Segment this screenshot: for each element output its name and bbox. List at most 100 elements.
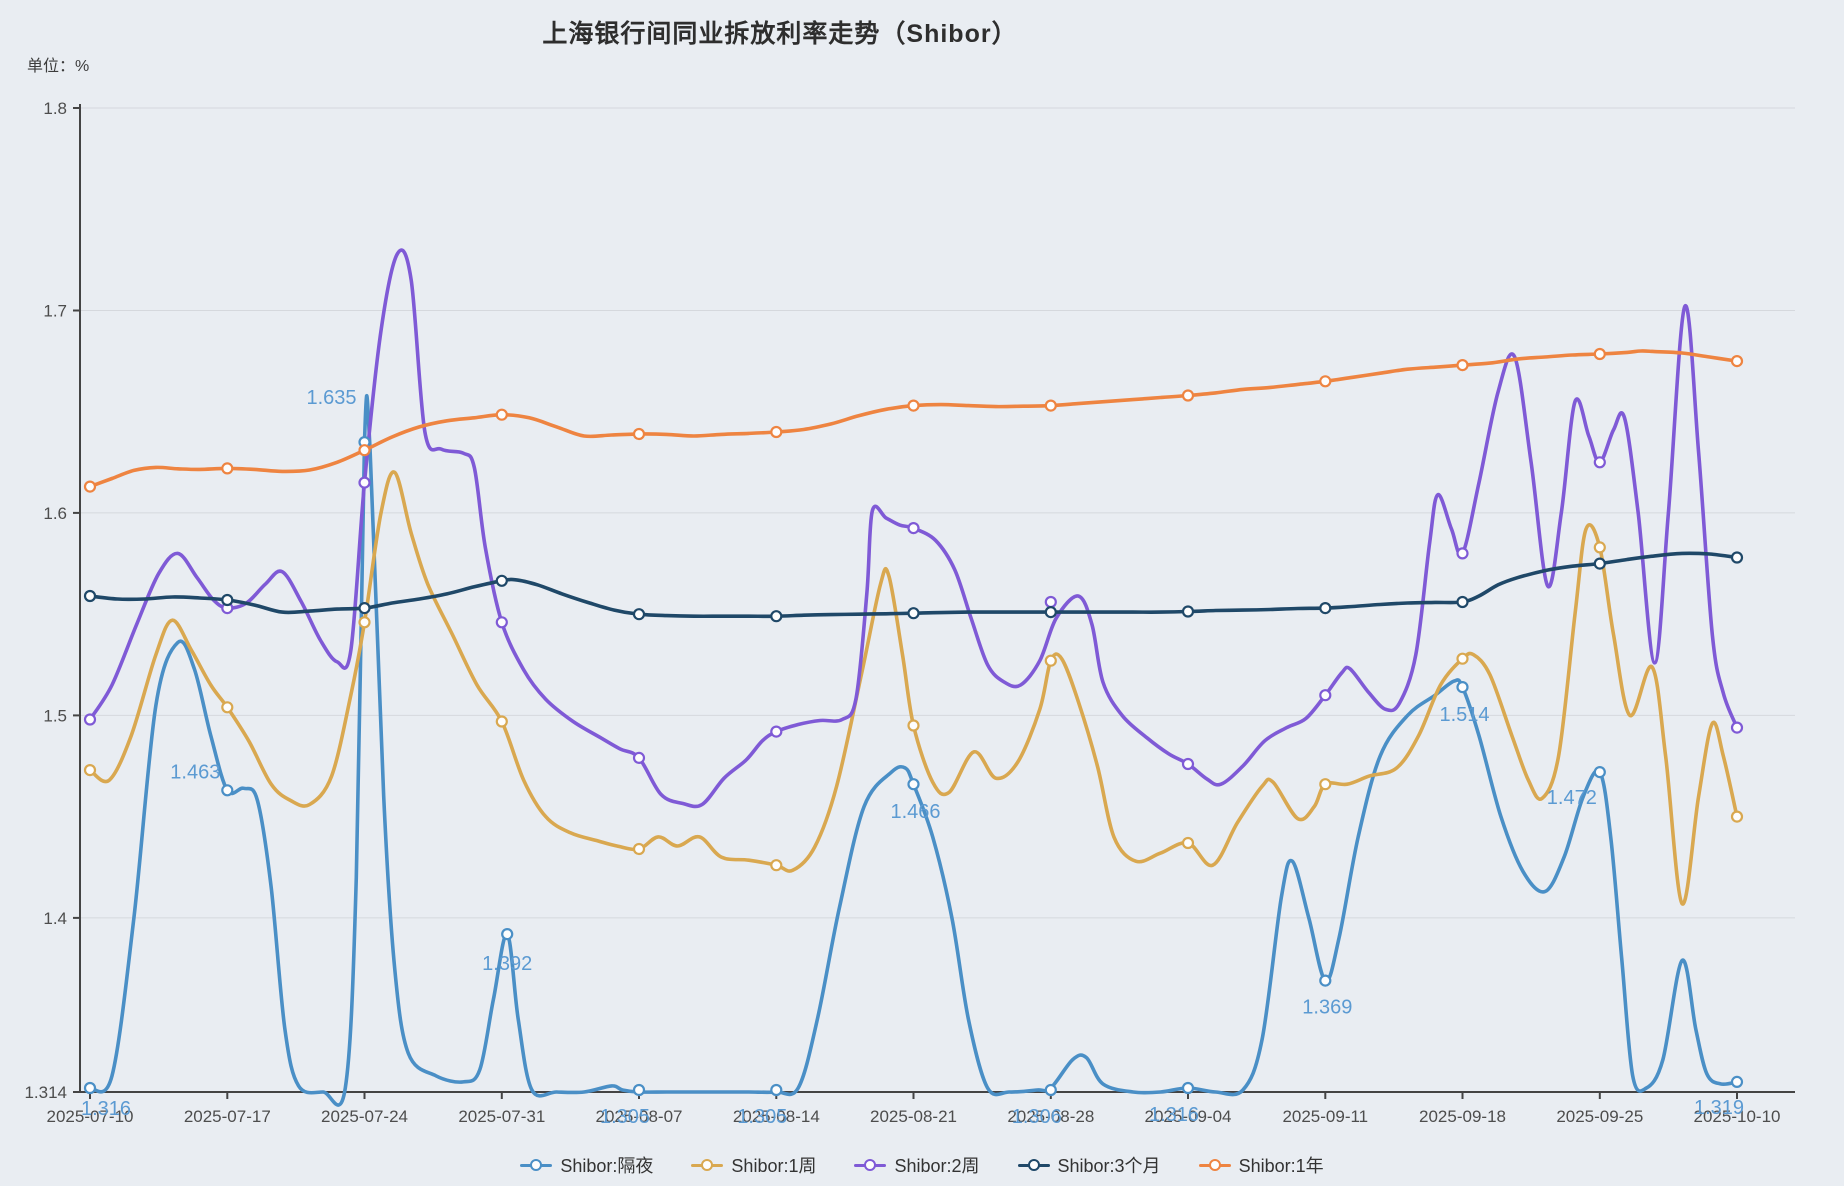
legend-item-Shibor:1年[interactable]: Shibor:1年: [1198, 1152, 1324, 1178]
value-label: 1.316: [1149, 1104, 1199, 1126]
series-marker-Shibor:3个月: [1319, 601, 1332, 615]
value-label: 1.472: [1547, 787, 1597, 809]
series-marker-Shibor:2周: [358, 476, 371, 489]
legend-label: Shibor:2周: [894, 1156, 980, 1176]
series-marker-Shibor:3个月: [1044, 605, 1057, 619]
legend-item-Shibor:隔夜[interactable]: Shibor:隔夜: [520, 1152, 653, 1178]
series-line-Shibor:1周: [88, 470, 1739, 906]
x-axis-label: 2025-07-31: [458, 1107, 545, 1126]
series-marker-Shibor:1年: [83, 480, 97, 493]
series-marker-Shibor:3个月: [495, 574, 508, 587]
legend-line-circle-icon: [1017, 1158, 1050, 1172]
chart-title: 上海银行间同业拆放利率走势（Shibor）: [542, 20, 1018, 48]
series-marker-Shibor:1年: [907, 399, 920, 412]
series-marker-Shibor:1周: [1319, 778, 1332, 791]
x-axis-label: 2025-10-10: [1694, 1107, 1781, 1126]
series-marker-Shibor:1周: [1593, 541, 1606, 554]
y-axis-unit-label: 单位：%: [27, 58, 90, 75]
series-marker-Shibor:2周: [770, 725, 783, 738]
series-marker-Shibor:2周: [495, 616, 508, 629]
series-marker-Shibor:1周: [632, 842, 646, 856]
legend-label: Shibor:3个月: [1057, 1156, 1161, 1176]
y-axis-label: 1.6: [43, 504, 67, 523]
x-axis-label: 2025-09-11: [1282, 1107, 1368, 1126]
series-marker-Shibor:3个月: [907, 607, 920, 620]
series-marker-Shibor:3个月: [83, 589, 97, 603]
value-label: 1.316: [81, 1098, 131, 1120]
series-marker-Shibor:隔夜: [907, 778, 920, 791]
x-axis-label: 2025-08-28: [1007, 1107, 1094, 1126]
series-marker-Shibor:2周: [83, 713, 97, 726]
series-marker-Shibor:隔夜: [770, 1083, 783, 1097]
series-marker-Shibor:3个月: [770, 610, 783, 623]
series-marker-Shibor:1年: [1181, 389, 1195, 402]
series-marker-Shibor:2周: [1593, 456, 1606, 469]
series-line-Shibor:3个月: [88, 551, 1739, 619]
y-axis-label: 1.314: [24, 1083, 67, 1102]
series-marker-Shibor:3个月: [221, 593, 234, 607]
value-label: 1.319: [1694, 1097, 1744, 1119]
value-label: 1.369: [1302, 997, 1352, 1019]
legend-label: Shibor:1年: [1238, 1156, 1324, 1176]
series-marker-Shibor:3个月: [1456, 595, 1469, 609]
value-label: 1.306: [1012, 1106, 1062, 1128]
series-line-Shibor:2周: [88, 248, 1739, 809]
x-axis-label: 2025-09-18: [1419, 1107, 1506, 1126]
legend-line-circle-icon: [1198, 1158, 1231, 1172]
y-axis-label: 1.4: [43, 909, 67, 928]
series-marker-Shibor:2周: [1319, 689, 1332, 702]
series-line-Shibor:1年: [88, 349, 1739, 489]
series-marker-Shibor:3个月: [358, 601, 371, 615]
x-axis-label: 2025-08-07: [596, 1107, 683, 1126]
series-marker-Shibor:3个月: [1730, 551, 1744, 564]
x-axis-label: 2025-09-25: [1556, 1107, 1643, 1126]
legend-label: Shibor:隔夜: [560, 1156, 654, 1176]
value-label: 1.635: [306, 387, 356, 409]
series-marker-Shibor:隔夜: [1456, 680, 1469, 694]
legend-line-circle-icon: [691, 1158, 724, 1172]
series-marker-Shibor:1年: [770, 425, 783, 439]
series-marker-Shibor:隔夜: [1730, 1075, 1744, 1089]
y-axis-label: 1.5: [43, 706, 67, 725]
series-marker-Shibor:1年: [1319, 375, 1332, 388]
series-marker-Shibor:隔夜: [632, 1083, 646, 1097]
series-marker-Shibor:1年: [1044, 399, 1057, 412]
series-marker-Shibor:2周: [1730, 721, 1744, 734]
series-marker-Shibor:隔夜: [1044, 1083, 1057, 1097]
y-axis-label: 1.7: [43, 302, 67, 321]
value-label: 1.305: [600, 1106, 650, 1128]
series-marker-Shibor:2周: [632, 751, 646, 765]
series-marker-Shibor:1周: [1456, 652, 1469, 665]
series-marker-Shibor:2周: [1456, 547, 1469, 560]
series-marker-Shibor:1年: [1730, 355, 1744, 368]
value-label: 1.514: [1439, 704, 1489, 726]
legend-item-Shibor:2周[interactable]: Shibor:2周: [854, 1152, 980, 1178]
legend-item-Shibor:1周[interactable]: Shibor:1周: [691, 1152, 816, 1178]
legend-label: Shibor:1周: [731, 1156, 817, 1176]
series-marker-Shibor:1周: [1044, 654, 1057, 667]
x-axis-label: 2025-07-24: [321, 1107, 408, 1126]
series-marker-Shibor:1周: [221, 701, 234, 714]
series-marker-Shibor:1年: [358, 444, 371, 457]
series-marker-Shibor:3个月: [632, 608, 646, 621]
series-marker-Shibor:3个月: [1181, 605, 1195, 618]
legend-line-circle-icon: [520, 1158, 553, 1172]
series-marker-Shibor:隔夜: [221, 784, 234, 797]
series-marker-Shibor:1周: [83, 763, 97, 777]
series-marker-Shibor:1年: [1593, 347, 1606, 361]
value-label: 1.305: [737, 1106, 787, 1128]
x-axis-label: 2025-08-14: [733, 1107, 820, 1126]
x-axis-label: 2025-08-21: [870, 1107, 957, 1126]
legend: Shibor:隔夜 Shibor:1周 Shibor:2周 Shibor:3个月 Shi…: [0, 1152, 1844, 1178]
value-label: 1.463: [170, 761, 220, 783]
series-marker-Shibor:3个月: [1593, 557, 1606, 570]
legend-item-Shibor:3个月[interactable]: Shibor:3个月: [1017, 1152, 1161, 1178]
series-marker-Shibor:1周: [495, 715, 508, 728]
x-axis-label: 2025-07-17: [184, 1107, 271, 1126]
x-axis-label: 2025-07-10: [47, 1107, 134, 1126]
value-label: 1.466: [890, 801, 940, 823]
series-marker-Shibor:2周: [1044, 595, 1057, 609]
series-marker-Shibor:1周: [1730, 810, 1744, 823]
y-axis-label: 1.8: [43, 99, 67, 118]
